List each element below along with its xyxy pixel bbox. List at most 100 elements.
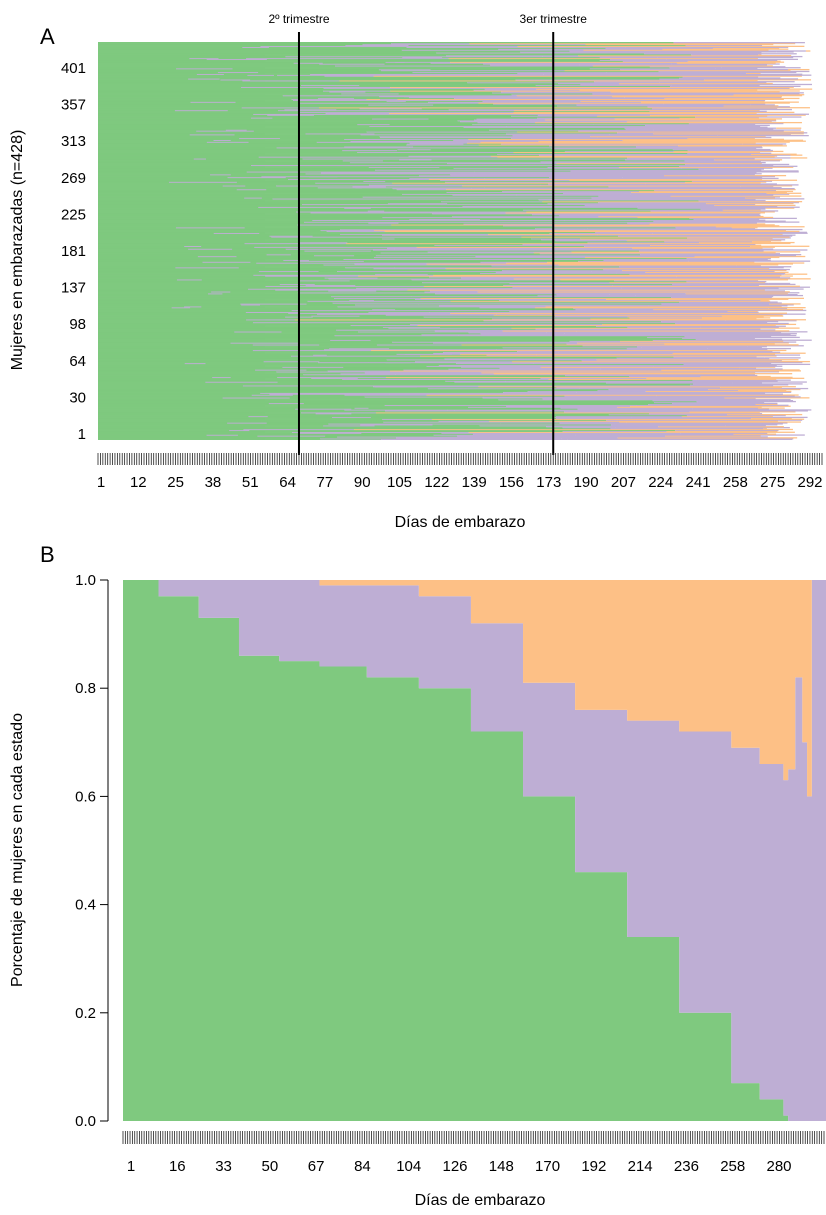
heatmap-row [98,384,789,386]
heatmap-row [98,249,808,251]
heatmap-row [98,297,804,300]
heatmap-row [98,389,787,392]
heatmap-cell [98,360,582,362]
heatmap-cell [562,430,667,432]
heatmap-cell [685,44,763,47]
heatmap-cell [98,262,257,264]
heatmap-row [98,258,768,260]
heatmap-cell [184,245,202,247]
heatmap-row [98,89,758,91]
heatmap-cell [626,422,788,424]
heatmap-cell [497,156,775,158]
y-tick-label: 64 [69,353,86,370]
heatmap-cell [311,315,360,317]
heatmap-row [98,310,758,313]
heatmap-cell [699,241,795,244]
heatmap-row [98,163,790,166]
heatmap-cell [556,294,610,296]
heatmap-cell [440,179,570,181]
heatmap-cell [396,437,618,439]
heatmap-cell [98,392,261,394]
heatmap-cell [635,294,804,297]
heatmap-cell [344,146,414,148]
heatmap-cell [672,402,778,405]
heatmap-cell [592,65,773,67]
heatmap-row [98,397,810,399]
heatmap-row [98,174,755,176]
heatmap-row [98,177,779,180]
heatmap-cell [98,346,638,348]
heatmap-row [98,108,792,111]
heatmap-cell [645,124,770,127]
heatmap-cell [658,70,810,73]
heatmap-cell [197,255,237,258]
heatmap-cell [98,95,283,97]
heatmap-cell [242,80,340,82]
heatmap-cell [357,151,514,154]
heatmap-row [98,139,804,141]
heatmap-cell [98,402,673,405]
heatmap-cell [98,425,480,427]
heatmap-row [98,322,789,325]
heatmap-row [98,208,766,210]
heatmap-cell [358,275,793,277]
heatmap-cell [98,153,498,155]
x-tick-marks [97,453,823,465]
heatmap-cell [98,259,604,261]
heatmap-cell [98,148,552,150]
heatmap-cell [654,401,765,404]
heatmap-cell [98,264,324,266]
heatmap-cell [536,354,801,356]
heatmap-cell [700,208,766,210]
heatmap-cell [661,369,800,371]
heatmap-cell [509,310,728,313]
heatmap-cell [423,285,800,287]
heatmap-cell [450,61,785,63]
heatmap-cell [98,369,404,371]
heatmap-cell [98,298,416,300]
heatmap-cell [594,81,795,83]
heatmap-cell [98,187,356,189]
heatmap-cell [98,417,557,419]
heatmap-cell [606,71,797,74]
heatmap-cell [315,182,393,184]
heatmap-cell [533,362,772,365]
heatmap-cell [98,348,325,351]
heatmap-cell [344,409,448,411]
heatmap-cell [606,298,789,300]
heatmap-cell [285,248,395,250]
heatmap-row [98,117,759,119]
heatmap-cell [98,391,504,393]
heatmap-cell [342,149,398,152]
heatmap-cell [622,176,763,179]
heatmap-cell [98,133,507,135]
heatmap-row [98,302,782,304]
heatmap-cell [98,198,273,200]
heatmap-cell [323,87,429,89]
heatmap-cell [98,439,382,440]
heatmap-cell [630,193,790,195]
y-tick-label: 269 [61,170,86,187]
heatmap-row [98,150,784,153]
heatmap-cell [629,317,703,319]
heatmap-cell [597,136,772,139]
heatmap-cell [98,305,440,307]
heatmap-cell [98,147,294,149]
heatmap-cell [367,210,385,212]
heatmap-cell [547,202,707,205]
heatmap-cell [98,337,683,339]
heatmap-cell [501,329,776,331]
y-tick-label: 225 [61,206,86,223]
heatmap-cell [188,78,220,80]
heatmap-cell [477,121,535,124]
heatmap-cell [98,80,243,82]
heatmap-row [98,333,791,336]
heatmap-cell [691,54,759,56]
heatmap-cell [479,425,726,427]
heatmap-cell [679,301,778,303]
heatmap-row [98,98,784,101]
heatmap-row [98,274,782,276]
heatmap-cell [649,66,786,68]
heatmap-cell [98,359,387,361]
